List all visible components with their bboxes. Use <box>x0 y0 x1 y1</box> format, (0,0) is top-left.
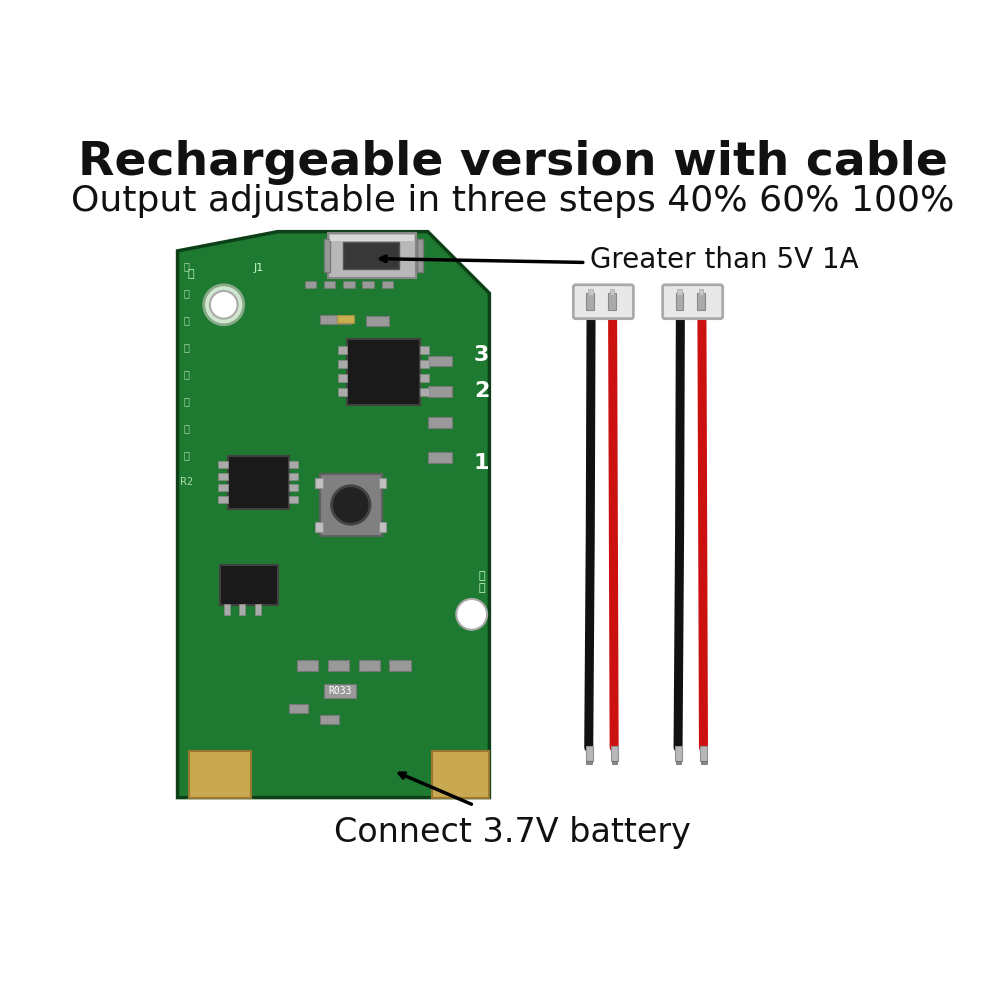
Circle shape <box>204 285 244 325</box>
Bar <box>700 746 707 761</box>
Bar <box>189 751 251 798</box>
Bar <box>343 242 399 269</box>
Bar <box>677 289 682 295</box>
Bar <box>362 281 374 288</box>
Bar <box>255 604 261 615</box>
Bar <box>328 233 416 278</box>
Bar <box>218 484 228 491</box>
Text: 达: 达 <box>184 261 190 271</box>
Text: Connect 3.7V battery: Connect 3.7V battery <box>334 816 691 849</box>
Text: 驱: 驱 <box>184 342 190 352</box>
Text: 2: 2 <box>474 381 489 401</box>
Bar <box>697 293 705 310</box>
FancyBboxPatch shape <box>573 285 633 319</box>
Text: Output adjustable in three steps 40% 60% 100%: Output adjustable in three steps 40% 60%… <box>71 184 954 218</box>
Bar <box>228 456 289 509</box>
Bar <box>420 346 429 354</box>
Bar <box>389 660 411 671</box>
Polygon shape <box>178 232 489 798</box>
Text: J1: J1 <box>253 263 264 273</box>
Bar <box>420 374 429 382</box>
Text: Rechargeable version with cable: Rechargeable version with cable <box>78 140 947 185</box>
Bar <box>420 388 429 396</box>
Bar <box>343 281 355 288</box>
Text: 刷: 刷 <box>184 450 190 460</box>
Bar <box>428 356 452 366</box>
Bar <box>612 761 617 764</box>
Bar <box>218 496 228 503</box>
Bar <box>338 346 347 354</box>
Bar <box>328 660 349 671</box>
Bar <box>320 474 382 536</box>
Bar <box>382 281 393 288</box>
Bar <box>289 484 298 491</box>
Text: 达: 达 <box>187 269 194 279</box>
Bar <box>676 293 683 310</box>
Bar <box>379 478 386 488</box>
Bar <box>320 315 351 324</box>
Bar <box>305 281 316 288</box>
Bar <box>417 239 423 272</box>
Bar <box>379 522 386 532</box>
Text: 电
池: 电 池 <box>478 571 485 593</box>
Text: R2: R2 <box>180 477 193 487</box>
Bar <box>315 522 323 532</box>
Bar <box>586 746 593 761</box>
Bar <box>338 388 347 396</box>
Text: 扇: 扇 <box>184 315 190 325</box>
Bar <box>239 604 245 615</box>
Bar <box>610 289 614 295</box>
Bar <box>289 461 298 468</box>
Bar <box>699 289 703 295</box>
Bar <box>676 761 681 764</box>
Bar <box>428 452 452 463</box>
Bar <box>330 235 414 241</box>
Text: 器: 器 <box>184 396 190 406</box>
Bar <box>224 604 230 615</box>
Bar <box>324 684 356 698</box>
Bar <box>220 565 278 605</box>
Bar <box>428 417 452 428</box>
Text: 3: 3 <box>474 345 489 365</box>
Bar <box>324 239 330 272</box>
Bar <box>358 660 380 671</box>
Bar <box>586 761 592 764</box>
Text: 风: 风 <box>184 288 190 298</box>
Bar <box>320 715 339 724</box>
Text: 1: 1 <box>474 453 489 473</box>
Bar <box>218 473 228 480</box>
Bar <box>324 281 335 288</box>
Text: Greater than 5V 1A: Greater than 5V 1A <box>590 246 858 274</box>
Text: R033: R033 <box>328 686 352 696</box>
Bar <box>218 461 228 468</box>
Circle shape <box>456 599 487 630</box>
Bar <box>428 386 452 397</box>
Bar <box>611 746 618 761</box>
Bar <box>588 289 593 295</box>
Bar <box>338 374 347 382</box>
Bar <box>297 660 318 671</box>
Bar <box>675 746 682 761</box>
Bar <box>347 339 420 405</box>
Bar <box>366 316 389 326</box>
Circle shape <box>210 291 238 319</box>
Bar <box>608 293 616 310</box>
Bar <box>701 761 707 764</box>
FancyBboxPatch shape <box>663 285 723 319</box>
Bar <box>315 478 323 488</box>
Bar <box>420 360 429 368</box>
Bar <box>586 293 594 310</box>
Bar <box>432 751 489 798</box>
Text: 有: 有 <box>184 423 190 433</box>
Bar <box>289 704 308 713</box>
Bar <box>338 360 347 368</box>
Bar <box>289 496 298 503</box>
Circle shape <box>332 486 370 524</box>
Text: 动: 动 <box>184 369 190 379</box>
Bar <box>337 315 354 323</box>
Bar <box>289 473 298 480</box>
